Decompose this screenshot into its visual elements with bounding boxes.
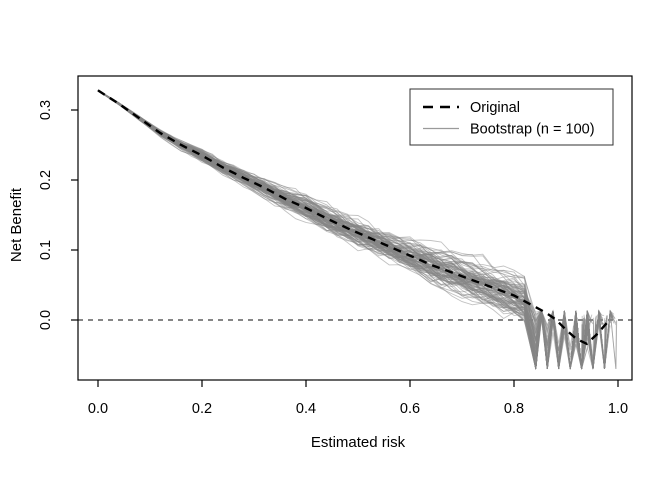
legend-box [409, 88, 614, 146]
y-tick-label: 0.2 [38, 170, 54, 190]
x-tick-label: 0.8 [504, 401, 524, 417]
x-tick-label: 0.4 [296, 401, 316, 417]
y-tick-label: 0.0 [38, 310, 54, 330]
bootstrap-line [97, 90, 602, 370]
x-tick-label: 1.0 [608, 401, 628, 417]
y-axis-title: Net Benefit [8, 187, 25, 262]
x-axis-title: Estimated risk [311, 434, 406, 451]
y-tick-label: 0.1 [38, 240, 54, 260]
original-curve-line [97, 89, 609, 346]
x-tick-label: 0.0 [88, 401, 108, 417]
y-tick-label: 0.3 [38, 100, 54, 120]
bootstrap-line [97, 90, 588, 370]
x-axis: 0.0 0.2 0.4 0.6 0.8 1.0 [88, 380, 628, 417]
x-tick-label: 0.2 [192, 401, 212, 417]
y-axis: 0.0 0.1 0.2 0.3 [38, 100, 78, 330]
plot-box-border [77, 75, 633, 381]
bootstrap-lines [97, 89, 618, 370]
legend-label: Original [470, 100, 520, 116]
legend-label: Bootstrap (n = 100) [470, 122, 595, 138]
legend: Original Bootstrap (n = 100) [409, 88, 614, 146]
x-tick-label: 0.6 [400, 401, 420, 417]
